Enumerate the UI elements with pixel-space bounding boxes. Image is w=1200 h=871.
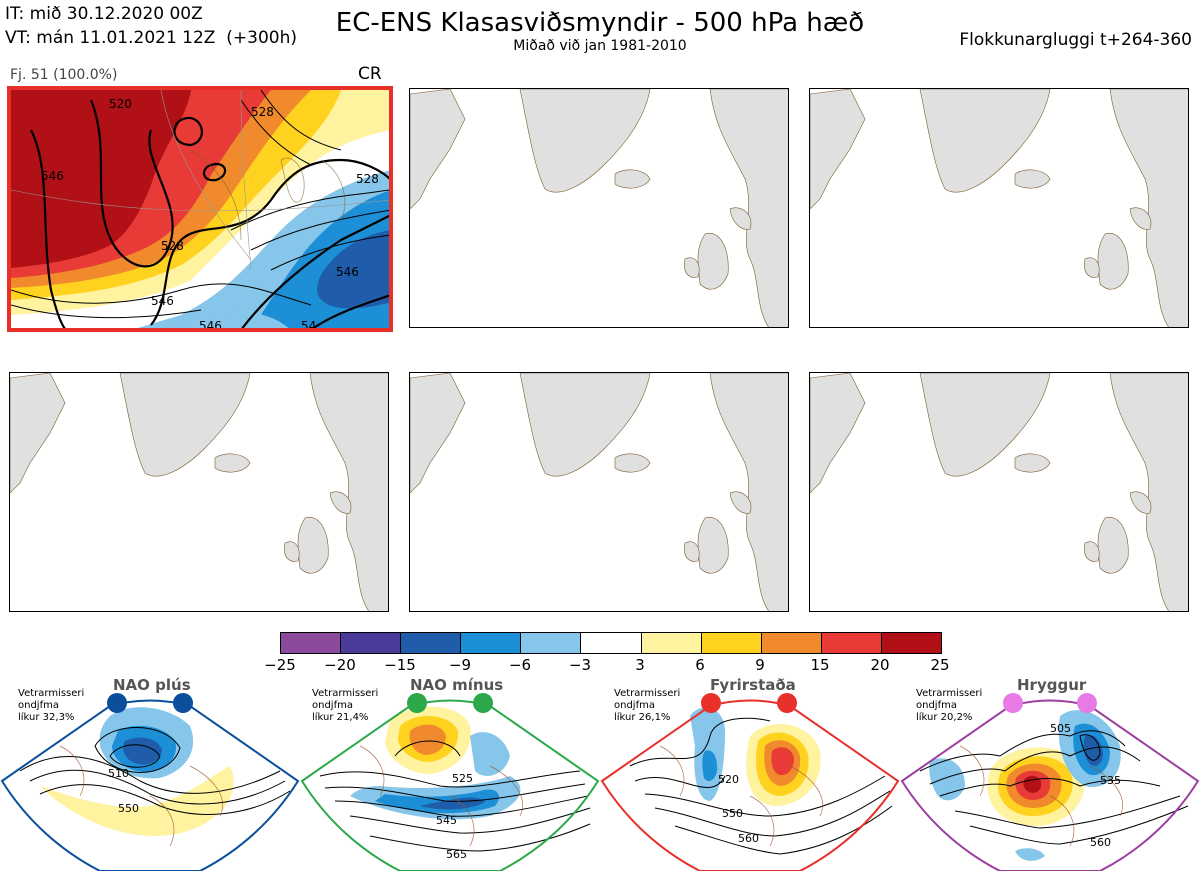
colorbar-tick: −9	[448, 656, 472, 674]
regime-contour-label: 525	[452, 772, 473, 785]
panel-5-map	[410, 373, 788, 611]
map-panel-2[interactable]	[409, 88, 789, 328]
colorbar-tick: 6	[695, 656, 705, 674]
regime-contour-label: 560	[1090, 836, 1111, 849]
regime-contour-label: 565	[446, 848, 467, 861]
contour-label: 546	[41, 169, 64, 183]
contour-label: 546	[151, 294, 174, 308]
colorbar-tick: 15	[810, 656, 830, 674]
map-panel-1[interactable]: 520 528 546 528 546 528 546 546 54	[7, 86, 393, 332]
colorbar-tick: −25	[264, 656, 296, 674]
contour-label: 528	[356, 172, 379, 186]
colorbar-tick: −15	[384, 656, 416, 674]
colorbar-tick: 9	[755, 656, 765, 674]
regime-stats: Vetrarmisseri ondjfma líkur 21,4%	[312, 688, 379, 723]
regime-nao-minus-map: 525 545 565	[300, 693, 600, 871]
colorbar-tick: −20	[324, 656, 356, 674]
panel-6-map	[810, 373, 1188, 611]
panel-3-map	[810, 89, 1188, 327]
regime-blocking-map: 520 550 560	[600, 693, 900, 871]
regime-title: Fyrirstaða	[710, 676, 796, 694]
regime-stats: Vetrarmisseri ondjfma líkur 32,3%	[18, 688, 85, 723]
colorbar-swatch	[881, 633, 942, 653]
colorbar-swatch	[461, 633, 522, 653]
regime-contour-label: 520	[718, 773, 739, 786]
regime-contour-label: 505	[1050, 722, 1071, 735]
panel-2-map	[410, 89, 788, 327]
panel-1-code: CR	[358, 64, 382, 84]
colorbar-swatch	[521, 633, 582, 653]
regime-blocking[interactable]: 520 550 560 Fyrirstaða Vetrarmisseri ondj…	[600, 676, 900, 871]
regime-contour-label: 535	[1100, 774, 1121, 787]
regime-stats: Vetrarmisseri ondjfma líkur 26,1%	[614, 688, 681, 723]
regime-ridge[interactable]: 505 535 560 Hryggur Vetrarmisseri ondjfma…	[900, 676, 1200, 871]
colorbar-tick: 25	[930, 656, 950, 674]
colorbar-swatch	[581, 633, 642, 653]
regime-title: NAO mínus	[410, 676, 504, 694]
contour-label: 528	[161, 239, 184, 253]
panel-1-label: Fj. 51 (100.0%)	[10, 67, 118, 83]
regime-contour-label: 560	[738, 832, 759, 845]
contour-label: 546	[199, 319, 222, 330]
colorbar-swatch	[761, 633, 822, 653]
contour-label: 54	[301, 319, 316, 330]
colorbar-swatch	[341, 633, 402, 653]
valid-time: VT: mán 11.01.2021 12Z (+300h)	[5, 28, 297, 48]
regime-contour-label: 550	[118, 802, 139, 815]
regime-contour-label: 510	[108, 767, 129, 780]
regime-nao-minus[interactable]: 525 545 565 NAO mínus Vetrarmisseri ondjf…	[300, 676, 600, 871]
colorbar-swatch	[281, 633, 342, 653]
init-time: IT: mið 30.12.2020 00Z	[5, 4, 203, 24]
regime-nao-plus[interactable]: 510 550 NAO plús Vetrarmisseri ondjfma lík…	[0, 676, 300, 871]
colorbar-swatch	[401, 633, 462, 653]
page-title: EC-ENS Klasasviðsmyndir - 500 hPa hæð	[335, 8, 865, 38]
regime-contour-label: 550	[722, 807, 743, 820]
panel-1-field: 520 528 546 528 546 528 546 546 54	[11, 90, 389, 330]
map-panel-5[interactable]	[409, 372, 789, 612]
classification-window: Flokkunargluggi t+264-360	[959, 30, 1192, 50]
colorbar-swatch	[641, 633, 702, 653]
colorbar-tick: −6	[508, 656, 532, 674]
colorbar-tick: 20	[870, 656, 890, 674]
regime-stats: Vetrarmisseri ondjfma líkur 20,2%	[916, 688, 983, 723]
map-panel-6[interactable]	[809, 372, 1189, 612]
regime-ridge-map: 505 535 560	[900, 693, 1200, 871]
page-subtitle: Miðað við jan 1981-2010	[513, 38, 687, 54]
colorbar-swatch	[821, 633, 882, 653]
regime-title: NAO plús	[113, 676, 191, 694]
regime-title: Hryggur	[1017, 676, 1087, 694]
header-info: IT: mið 30.12.2020 00Z VT: mán 11.01.2021…	[5, 2, 297, 50]
map-panel-4[interactable]	[9, 372, 389, 612]
panel-4-map	[10, 373, 388, 611]
contour-label: 520	[109, 97, 132, 111]
colorbar-tick: −3	[568, 656, 592, 674]
colorbar-swatch	[701, 633, 762, 653]
regime-contour-label: 545	[436, 814, 457, 827]
contour-label: 546	[336, 265, 359, 279]
contour-label: 528	[251, 105, 274, 119]
regime-nao-plus-map: 510 550	[0, 693, 300, 871]
colorbar	[280, 632, 942, 654]
colorbar-tick: 3	[635, 656, 645, 674]
map-panel-3[interactable]	[809, 88, 1189, 328]
